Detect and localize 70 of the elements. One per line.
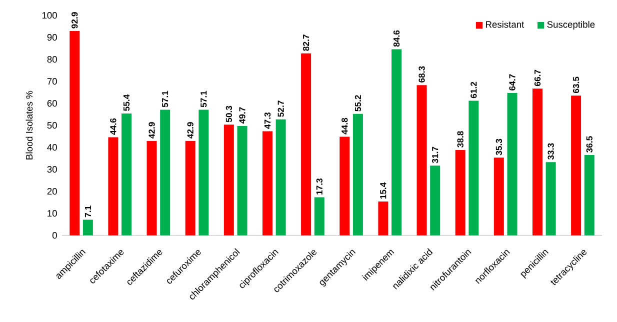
bar <box>352 114 363 236</box>
data-label: 38.8 <box>457 131 464 148</box>
data-label: 61.2 <box>470 82 477 98</box>
y-tick-label: 100 <box>42 12 57 19</box>
y-tick-label: 80 <box>47 56 57 63</box>
bar <box>546 162 556 236</box>
data-label: 17.3 <box>316 178 322 194</box>
bar <box>378 201 388 236</box>
data-label: 55.2 <box>354 95 362 112</box>
data-label: 57.1 <box>162 90 168 108</box>
y-axis-title: Blood Isolates % <box>26 90 33 160</box>
bar <box>314 197 324 236</box>
y-tick-label: 70 <box>47 78 57 85</box>
bar <box>160 110 170 236</box>
bar <box>198 110 209 236</box>
data-label: 64.7 <box>509 74 516 90</box>
data-label: 92.9 <box>72 12 78 28</box>
y-tick-label: 20 <box>47 188 57 195</box>
bar <box>430 166 440 236</box>
bar <box>340 136 350 236</box>
bar <box>507 92 518 236</box>
data-label: 42.9 <box>148 122 155 139</box>
data-label: 82.7 <box>302 34 310 51</box>
data-label: 52.7 <box>278 100 284 117</box>
bar <box>146 140 157 236</box>
bar <box>108 137 118 236</box>
data-label: 31.7 <box>432 146 438 164</box>
bar <box>468 100 479 236</box>
legend-label: Susceptible <box>547 20 595 30</box>
data-label: 57.1 <box>200 90 207 108</box>
y-tick-label: 40 <box>47 144 57 151</box>
bar <box>416 85 427 236</box>
data-label: 68.3 <box>418 66 425 82</box>
bar <box>494 158 504 236</box>
bar <box>237 126 248 236</box>
data-label: 84.6 <box>393 30 400 47</box>
bar <box>532 88 542 236</box>
bar <box>301 53 312 236</box>
data-label: 36.5 <box>586 136 592 153</box>
data-label: 33.3 <box>548 143 554 160</box>
data-label: 47.3 <box>264 112 271 129</box>
legend-label: Resistant <box>486 20 524 28</box>
data-label: 42.9 <box>187 122 194 139</box>
y-tick-label: 90 <box>47 34 57 41</box>
bar <box>70 30 80 236</box>
bar <box>276 119 286 236</box>
bar <box>82 220 93 236</box>
bar <box>571 96 582 236</box>
data-label: 55.4 <box>124 94 130 111</box>
data-label: 63.5 <box>572 76 580 94</box>
bar <box>584 155 594 236</box>
y-tick-label: 30 <box>47 166 57 173</box>
bar <box>185 140 196 236</box>
data-label: 66.7 <box>534 70 541 86</box>
y-tick-label: 50 <box>47 122 57 129</box>
data-label: 44.8 <box>342 118 348 134</box>
data-label: 7.1 <box>84 206 91 218</box>
bar <box>224 124 234 236</box>
y-tick-label: 0 <box>52 232 57 239</box>
data-label: 15.4 <box>380 182 386 199</box>
data-label: 49.7 <box>239 107 246 124</box>
bar <box>122 113 132 236</box>
bar <box>455 150 466 236</box>
data-label: 35.3 <box>496 138 502 156</box>
y-tick-label: 10 <box>48 210 57 217</box>
y-tick-label: 60 <box>47 100 57 107</box>
data-label: 50.3 <box>226 106 232 122</box>
bar <box>392 49 402 236</box>
bar <box>262 131 272 236</box>
data-label: 44.6 <box>110 118 116 135</box>
